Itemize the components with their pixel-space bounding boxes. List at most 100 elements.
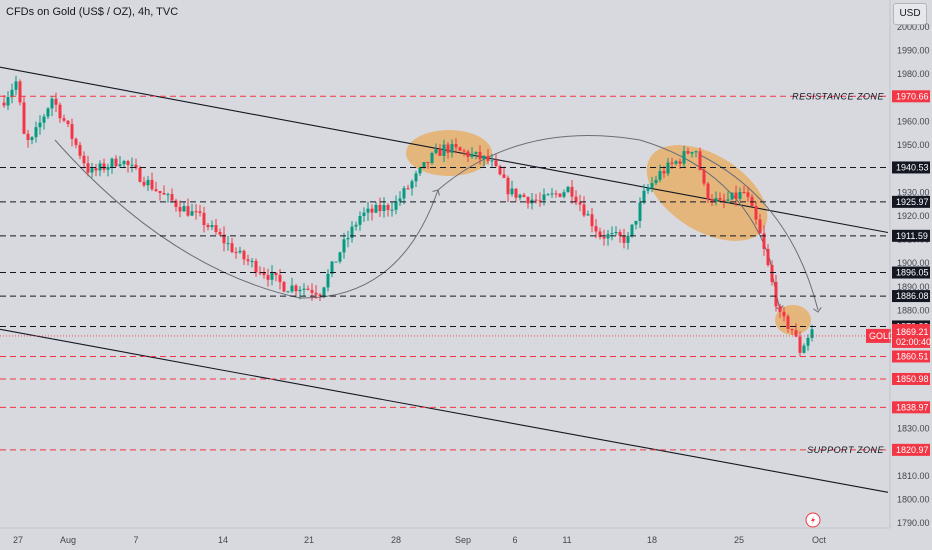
candle [406,188,410,190]
x-tick-label: 27 [13,535,23,545]
last-price-badge [892,323,930,348]
candle [518,194,522,198]
level-badge-label: 1925.97 [896,197,929,207]
candle [754,206,758,220]
candle [46,108,50,117]
level-badge-label: 1896.05 [896,268,929,278]
candle [774,281,778,307]
candle [798,336,802,353]
candle [234,252,238,254]
x-tick-label: Aug [60,535,76,545]
candle [446,144,450,153]
level-badge-label: 1860.51 [896,351,929,361]
candle [306,288,310,290]
level-badge [892,90,930,103]
candle [18,81,22,103]
candle [138,167,142,182]
x-tick-label: 28 [391,535,401,545]
level-badge-label: 1838.97 [896,402,929,412]
y-tick-label: 1900.00 [897,258,930,268]
candle [726,199,730,201]
candle [310,289,314,293]
x-tick-label: 6 [512,535,517,545]
candle [22,102,26,134]
level-badge [892,229,930,242]
candle [38,122,42,128]
candle [314,292,318,295]
candle [662,171,666,174]
candle [658,171,662,180]
candle [786,316,790,329]
candle [238,250,242,253]
candle [350,226,354,238]
x-tick-label: 11 [562,535,571,545]
candle [126,161,130,165]
x-tick-label: Sep [455,535,471,545]
candle [230,243,234,253]
y-tick-label: 1960.00 [897,116,930,126]
y-tick-label: 1890.00 [897,282,930,292]
candle [6,97,10,106]
level-badge [892,443,930,456]
candle [210,225,214,228]
candle [266,275,270,280]
y-tick-label: 1990.00 [897,46,930,56]
candle [318,294,322,296]
candle [766,248,770,266]
candle [666,162,670,174]
candle [26,133,30,140]
candle [322,287,326,296]
candle [646,187,650,191]
candle [90,168,94,173]
candle [506,177,510,195]
candle [690,152,694,154]
candle [758,219,762,234]
candle [602,236,606,239]
candle [78,144,82,156]
candle [206,225,210,228]
candle [382,205,386,212]
candle [42,116,46,123]
arc-curve [437,135,641,191]
candle [570,186,574,197]
candle [414,173,418,182]
candle [182,206,186,212]
candle [802,345,806,353]
currency-button[interactable]: USD [893,3,927,25]
level-badge-label: 1911.59 [896,231,928,241]
candle [114,158,118,167]
candle [158,190,162,193]
candle [678,161,682,164]
candle [670,162,674,164]
candle [498,166,502,175]
candle [134,164,138,168]
candle [62,118,66,121]
level-badge [892,161,930,174]
candle [286,291,290,293]
candle [466,151,470,157]
x-tick-label: Oct [812,535,827,545]
candle [438,149,442,156]
candle [594,226,598,232]
candle [50,98,54,109]
candle [622,235,626,243]
candle [630,224,634,236]
candle [546,194,550,196]
candle [58,104,62,119]
candle [194,211,198,213]
candle [710,199,714,202]
candle [362,212,366,217]
candle [370,208,374,213]
candle [642,190,646,203]
candle [250,261,254,263]
candle [810,329,814,338]
candle [734,192,738,199]
lightning-icon-bolt [811,516,815,524]
candle [102,163,106,170]
candle [434,149,438,153]
candle [558,193,562,197]
candle [378,204,382,212]
